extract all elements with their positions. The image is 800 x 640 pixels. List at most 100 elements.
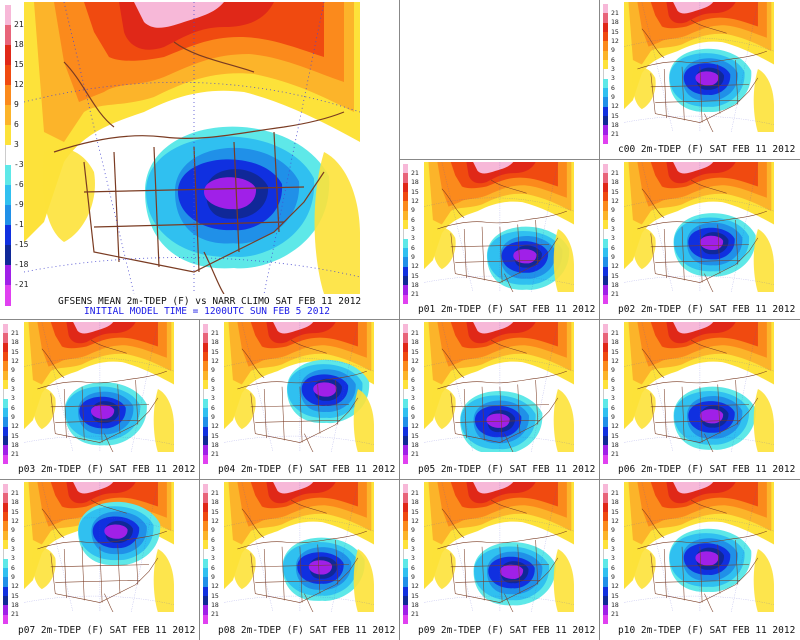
colorbar-swatch [3, 333, 8, 344]
colorbar: 21 18 15 12 9 6 3 -3 -6 -9 -12 -15 -18 -21 [5, 5, 28, 306]
colorbar-swatch [403, 586, 408, 597]
colorbar-swatch [203, 333, 208, 344]
warm-region-west [42, 148, 95, 242]
colorbar-swatch [203, 484, 208, 494]
colorbar-swatch [3, 380, 8, 390]
colorbar-tick-label: 12 [411, 262, 419, 271]
colorbar-tick-label: 15 [11, 507, 19, 516]
political-boundaries [437, 339, 567, 452]
colorbar-tick-label: 6 [611, 215, 615, 224]
colorbar-swatch [403, 333, 408, 344]
colorbar-swatch [403, 549, 409, 560]
colorbar-swatch [603, 549, 609, 560]
cold-anomaly-region [499, 564, 524, 579]
warm-region-atlantic [153, 388, 174, 452]
member-anomaly-map-c00 [624, 2, 774, 132]
colorbar-tick-label: 21 [14, 20, 24, 29]
colorbar-tick-label: 9 [14, 100, 19, 109]
colorbar-tick-label: 12 [411, 582, 419, 591]
colorbar-swatch [603, 333, 608, 344]
colorbar-tick-label: 18 [611, 338, 619, 347]
colorbar-tick-label: 9 [211, 413, 215, 422]
colorbar-swatch [403, 568, 408, 578]
colorbar-swatch [203, 540, 208, 550]
warm-region-west [432, 387, 456, 430]
colorbar-swatch [403, 266, 408, 277]
warm-region-west [32, 387, 56, 430]
colorbar-tick-label: 6 [411, 563, 415, 572]
colorbar-tick-label: 3 [611, 74, 615, 83]
colorbar-swatch [203, 558, 208, 569]
warm-region-west [32, 547, 56, 590]
colorbar-tick-label: 6 [611, 403, 615, 412]
colorbar-tick-label: 21 [211, 610, 219, 619]
colorbar: 21 18 15 12 9 6 3 3 6 9 12 15 18 21 [3, 324, 19, 465]
colorbar-swatch [603, 116, 608, 126]
colorbar-swatch [3, 398, 8, 409]
colorbar-tick-label: 9 [11, 573, 15, 582]
colorbar-swatch [203, 370, 208, 381]
colorbar-swatch [403, 426, 408, 437]
colorbar-swatch [603, 13, 608, 24]
colorbar-tick-label: 3 [611, 65, 615, 74]
colorbar-tick-label: 18 [611, 281, 619, 290]
colorbar-swatch [403, 257, 408, 268]
colorbar-swatch [5, 65, 11, 86]
colorbar-swatch [5, 265, 11, 286]
colorbar-tick-label: 15 [11, 431, 19, 440]
colorbar-tick-label: 18 [611, 441, 619, 450]
colorbar-swatch [403, 342, 408, 353]
colorbar-tick-label: 6 [611, 243, 615, 252]
main-panel-title: GFSENS MEAN 2m-TDEP (F) vs NARR CLIMO SA… [58, 296, 362, 307]
member-panel-title: p06 2m-TDEP (F) SAT FEB 11 2012 [618, 464, 796, 475]
colorbar-swatch [3, 389, 9, 400]
colorbar-swatch [403, 294, 408, 305]
colorbar-tick-label: 15 [611, 271, 619, 280]
colorbar-tick-label: 12 [411, 422, 419, 431]
colorbar-tick-label: 3 [211, 385, 215, 394]
colorbar-swatch [203, 605, 208, 616]
colorbar-swatch [603, 125, 608, 136]
colorbar-swatch [603, 521, 608, 532]
colorbar-swatch [3, 408, 8, 418]
colorbar-swatch [603, 41, 608, 52]
colorbar-swatch [603, 134, 608, 145]
colorbar-swatch [203, 445, 208, 456]
colorbar-swatch [603, 558, 608, 569]
warm-region-west [632, 67, 656, 110]
colorbar-tick-label: 21 [11, 329, 19, 338]
colorbar-tick-label: 9 [611, 573, 615, 582]
colorbar-tick-label: 18 [11, 498, 19, 507]
colorbar-swatch [603, 192, 608, 202]
colorbar-tick-label: 18 [11, 338, 19, 347]
colorbar: 21 18 15 12 9 6 3 3 6 9 12 15 18 21 [203, 324, 219, 465]
colorbar-tick-label: 6 [211, 563, 215, 572]
colorbar-swatch [203, 436, 208, 446]
member-panel-title: p01 2m-TDEP (F) SAT FEB 11 2012 [418, 304, 596, 315]
colorbar-swatch [603, 50, 608, 61]
colorbar-tick-label: 3 [611, 225, 615, 234]
colorbar-tick-label: 15 [411, 591, 419, 600]
colorbar-tick-label: 6 [211, 375, 215, 384]
cold-anomaly-region [308, 560, 333, 575]
colorbar-tick-label: 3 [611, 394, 615, 403]
colorbar-tick-label: 9 [11, 526, 15, 535]
colorbar-swatch [3, 436, 8, 446]
colorbar-swatch [203, 549, 209, 560]
colorbar-swatch [603, 530, 608, 541]
warm-region-21 [273, 322, 314, 334]
warm-region-atlantic [353, 548, 374, 612]
lat-lon-grid [624, 482, 774, 612]
colorbar-tick-label: 3 [11, 385, 15, 394]
colorbar-tick-label: -18 [14, 260, 29, 269]
panel-divider [0, 319, 800, 320]
colorbar-tick-label: 6 [611, 83, 615, 92]
colorbar-swatch [403, 398, 408, 409]
colorbar-tick-label: 3 [11, 545, 15, 554]
colorbar-swatch [603, 484, 608, 494]
colorbar: 21 18 15 12 9 6 3 3 6 9 12 15 18 21 [603, 164, 619, 305]
cold-anomaly-region [486, 413, 510, 428]
member-anomaly-map-p01 [424, 162, 574, 292]
colorbar-swatch [3, 549, 9, 560]
colorbar-tick-label: 21 [11, 450, 19, 459]
